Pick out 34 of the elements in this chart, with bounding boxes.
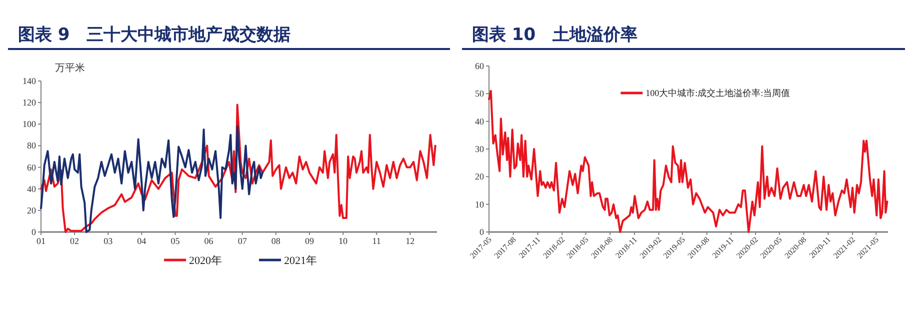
y-tick-label: 0 xyxy=(480,227,484,237)
legend-label: 100大中城市:成交土地溢价率:当周值 xyxy=(646,88,790,98)
y-tick-label: 30 xyxy=(475,144,484,154)
x-tick-label: 09 xyxy=(304,236,314,246)
x-tick-label: 07 xyxy=(238,236,248,246)
y-tick-label: 80 xyxy=(27,140,36,151)
y-tick-label: 100 xyxy=(22,119,36,130)
y-tick-label: 40 xyxy=(475,116,484,126)
y-tick-label: 40 xyxy=(27,184,36,194)
y-tick-label: 60 xyxy=(475,61,484,71)
x-tick-label: 11 xyxy=(372,236,381,246)
y-tick-label: 20 xyxy=(475,172,484,182)
chart-title: 图表 10 土地溢价率 xyxy=(472,25,638,45)
chart-title: 图表 9 三十大中城市地产成交数据 xyxy=(18,25,291,45)
y-tick-label: 50 xyxy=(475,88,484,99)
y-tick-label: 10 xyxy=(475,199,484,210)
x-tick-label: 06 xyxy=(204,236,214,246)
x-tick-label: 10 xyxy=(338,236,348,246)
x-tick-label: 04 xyxy=(137,236,147,246)
y-tick-label: 0 xyxy=(32,227,36,237)
legend-label: 2021年 xyxy=(284,255,317,267)
y-tick-label: 140 xyxy=(22,76,36,86)
x-tick-label: 05 xyxy=(170,236,180,246)
x-tick-label: 02 xyxy=(70,236,80,246)
y-tick-label: 120 xyxy=(22,98,36,108)
y-axis-title: 万平米 xyxy=(55,62,85,74)
x-tick-label: 12 xyxy=(406,236,415,246)
x-tick-label: 03 xyxy=(104,236,114,246)
line-series xyxy=(40,125,264,233)
x-tick-label: 01 xyxy=(36,236,46,246)
x-tick-label: 08 xyxy=(271,236,281,246)
y-tick-label: 60 xyxy=(27,162,36,172)
legend-label: 2020年 xyxy=(189,255,222,267)
y-tick-label: 20 xyxy=(27,205,36,216)
